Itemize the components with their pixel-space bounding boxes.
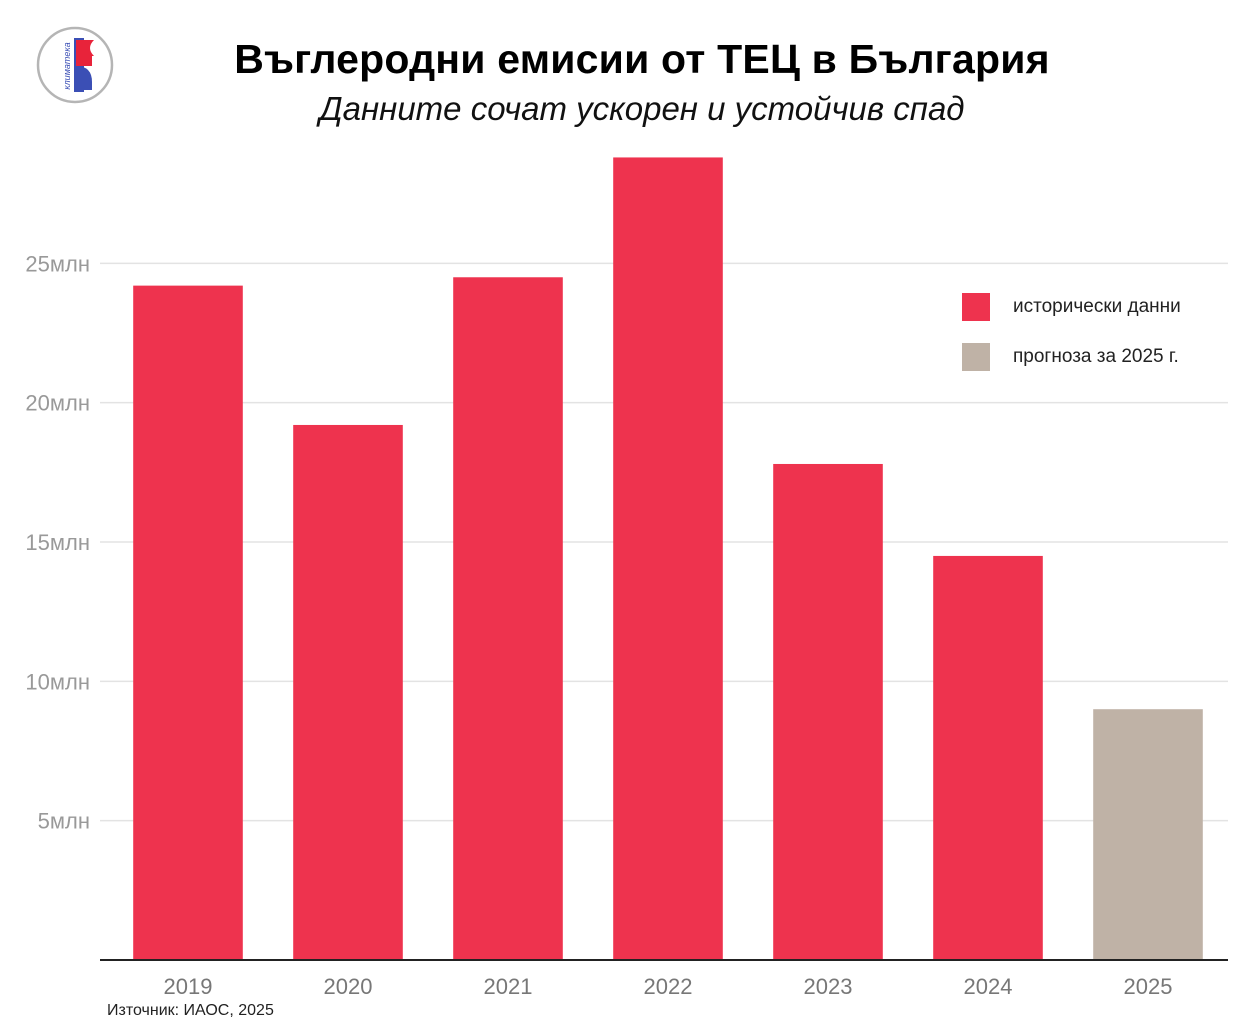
x-tick-label-2025: 2025 [1124, 974, 1173, 999]
chart-subtitle: Данните сочат ускорен и устойчив спад [319, 90, 965, 127]
x-tick-label-2023: 2023 [804, 974, 853, 999]
y-tick-label: 15млн [25, 530, 90, 555]
bar-2020 [293, 424, 403, 961]
x-tick-label-2024: 2024 [964, 974, 1013, 999]
legend-label-forecast: прогноза за 2025 г. [1013, 346, 1179, 367]
legend-item-forecast: прогноза за 2025 г. [962, 343, 1181, 371]
legend: исторически данни прогноза за 2025 г. [962, 293, 1181, 393]
legend-item-historical: исторически данни [962, 293, 1181, 321]
bar-2024 [933, 555, 1043, 960]
y-tick-label: 25млн [25, 251, 90, 276]
x-tick-label-2022: 2022 [644, 974, 693, 999]
y-tick-label: 5млн [38, 809, 90, 834]
y-tick-label: 20млн [25, 391, 90, 416]
legend-swatch-historical [962, 293, 990, 321]
x-tick-layer: 2019 2020 2021 2022 2023 2024 2025 [164, 974, 1173, 999]
x-tick-label-2020: 2020 [324, 974, 373, 999]
x-tick-label-2019: 2019 [164, 974, 213, 999]
x-tick-label-2021: 2021 [484, 974, 533, 999]
source-note: Източник: ИАОС, 2025 [107, 1002, 274, 1019]
bar-2023 [773, 463, 883, 960]
bars-layer [133, 157, 1203, 961]
legend-swatch-forecast [962, 343, 990, 371]
legend-label-historical: исторически данни [1013, 296, 1181, 317]
bar-2019 [133, 285, 243, 960]
klimateka-logo: климатека [36, 26, 114, 104]
logo-text: климатека [62, 42, 72, 89]
bar-2021 [453, 277, 563, 960]
bar-2022 [613, 157, 723, 960]
chart-title: Въглеродни емисии от ТЕЦ в България [234, 36, 1050, 82]
bar-2025 [1093, 709, 1203, 960]
y-tick-label: 10млн [25, 669, 90, 694]
